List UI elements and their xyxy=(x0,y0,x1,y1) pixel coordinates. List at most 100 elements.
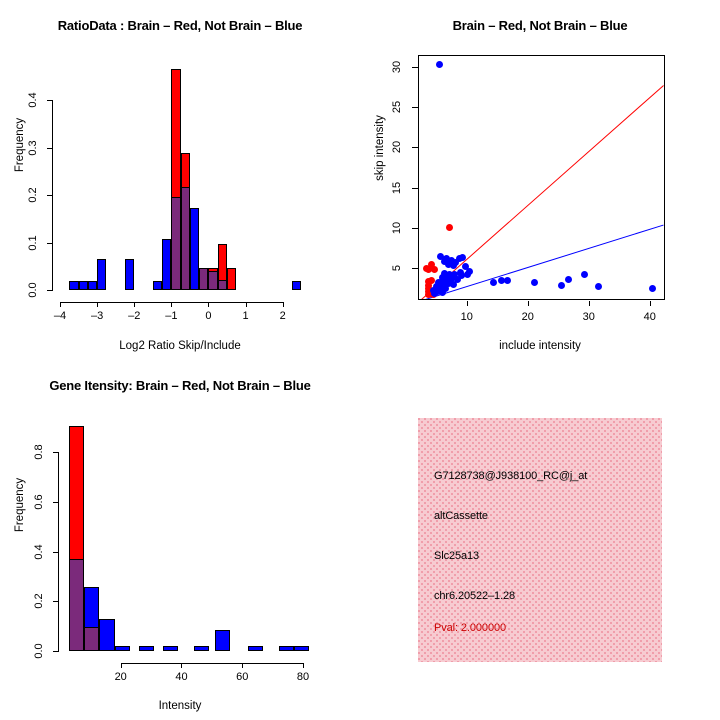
scatter-point-blue-24 xyxy=(445,279,453,287)
gene-symbol-label: Slc25a13 xyxy=(434,550,480,562)
scatter-point-blue-36 xyxy=(530,279,538,287)
y-tick-label-4: 25 xyxy=(391,101,403,114)
y-tick-0 xyxy=(47,290,53,291)
histogram-bar-overlap-8 xyxy=(180,186,190,290)
y-tick-1 xyxy=(47,242,53,244)
y-tick-5 xyxy=(412,67,418,69)
scatter-point-red-6 xyxy=(425,277,433,285)
histogram-bar-blue-9 xyxy=(278,646,294,651)
x-tick-4 xyxy=(208,302,210,307)
scatter-point-blue-15 xyxy=(450,271,458,279)
x-axis-line xyxy=(120,663,303,664)
y-tick-label-1: 10 xyxy=(391,221,403,234)
x-tick-label-0: –4 xyxy=(53,310,67,322)
scatter-point-blue-39 xyxy=(581,271,589,279)
scatter-frame xyxy=(418,55,665,300)
x-tick-0 xyxy=(120,663,122,668)
scatter-point-blue-19 xyxy=(443,274,451,282)
gene-histogram-xlabel: Intensity xyxy=(158,700,202,712)
y-tick-4 xyxy=(53,452,59,454)
gene-histogram-ylabel: Frequency xyxy=(14,477,26,533)
histogram-bar-blue-10 xyxy=(293,646,310,651)
x-tick-5 xyxy=(245,302,247,307)
histogram-bar-blue-5 xyxy=(163,646,179,651)
y-tick-2 xyxy=(47,195,53,196)
scatter-xlabel: include intensity xyxy=(499,340,581,352)
scatter-title: Brain – Red, Not Brain – Blue xyxy=(452,18,628,33)
scatter-point-blue-27 xyxy=(436,283,444,291)
y-tick-label-3: 20 xyxy=(391,141,403,154)
x-tick-1 xyxy=(97,302,99,307)
x-tick-label-3: 80 xyxy=(296,671,310,683)
y-tick-label-2: 0.2 xyxy=(27,187,39,203)
y-tick-4 xyxy=(412,107,418,109)
y-tick-3 xyxy=(53,501,59,503)
x-tick-3 xyxy=(303,663,304,668)
y-tick-0 xyxy=(412,267,418,269)
histogram-bar-blue-0 xyxy=(69,280,79,290)
histogram-bar-blue-2 xyxy=(99,618,115,651)
histogram-bar-blue-5 xyxy=(152,280,163,290)
scatter-point-blue-3 xyxy=(455,254,463,262)
x-tick-2 xyxy=(134,302,136,307)
scatter-point-red-1 xyxy=(427,260,435,268)
scatter-point-red-4 xyxy=(425,266,433,274)
y-tick-label-3: 0.3 xyxy=(27,139,39,156)
scatter-point-blue-5 xyxy=(440,257,448,265)
scatter-point-blue-4 xyxy=(459,254,467,262)
scatter-point-blue-28 xyxy=(441,284,449,292)
x-tick-3 xyxy=(171,302,173,307)
scatter-ylabel: skip intensity xyxy=(374,115,386,181)
scatter-point-blue-34 xyxy=(498,277,506,285)
ratio-histogram-ylabel: Frequency xyxy=(14,117,26,173)
info-panel: G7128738@J938100_RC@j_at altCassette Slc… xyxy=(360,360,720,720)
scatter-point-blue-22 xyxy=(435,278,443,286)
x-tick-label-0: 20 xyxy=(114,671,127,683)
y-tick-2 xyxy=(53,551,59,553)
histogram-bar-blue-4 xyxy=(124,259,135,290)
x-tick-label-1: 20 xyxy=(521,311,534,323)
histogram-bar-blue-8 xyxy=(248,646,264,651)
histogram-bar-overlap-10 xyxy=(199,268,209,290)
ratio-histogram-panel: RatioData : Brain – Red, Not Brain – Blu… xyxy=(0,0,360,360)
histogram-bar-overlap-0 xyxy=(69,559,85,651)
x-tick-label-1: 40 xyxy=(175,671,188,683)
y-tick-label-1: 0.2 xyxy=(33,593,45,609)
x-tick-label-2: 60 xyxy=(236,671,249,683)
event-type-label: altCassette xyxy=(434,510,488,522)
y-tick-4 xyxy=(47,100,53,101)
y-tick-label-4: 0.4 xyxy=(27,92,39,108)
scatter-point-blue-40 xyxy=(594,283,602,291)
scatter-point-blue-13 xyxy=(441,269,449,277)
scatter-point-blue-20 xyxy=(448,275,456,282)
scatter-point-blue-35 xyxy=(503,277,511,285)
y-tick-label-2: 15 xyxy=(391,181,403,194)
histogram-bar-blue-14 xyxy=(292,280,302,290)
scatter-point-blue-41 xyxy=(649,284,657,292)
x-tick-label-4: 0 xyxy=(205,310,212,322)
scatter-point-blue-18 xyxy=(438,273,446,281)
y-tick-1 xyxy=(53,601,59,603)
scatter-point-blue-38 xyxy=(564,275,572,283)
x-tick-3 xyxy=(649,301,651,306)
histogram-bar-blue-7 xyxy=(214,629,231,651)
scatter-point-blue-37 xyxy=(558,281,566,289)
x-tick-6 xyxy=(282,302,284,307)
y-tick-label-2: 0.4 xyxy=(33,544,45,560)
gene-histogram-title: Gene Itensity: Brain – Red, Not Brain – … xyxy=(49,378,311,393)
x-tick-label-3: –1 xyxy=(165,310,178,322)
histogram-bar-overlap-12 xyxy=(217,279,228,290)
y-tick-1 xyxy=(412,227,418,229)
histogram-bar-blue-6 xyxy=(162,238,172,290)
histogram-bar-blue-4 xyxy=(138,646,155,651)
histogram-bar-blue-3 xyxy=(114,646,130,651)
histogram-bar-blue-1 xyxy=(78,280,88,290)
scatter-point-red-3 xyxy=(431,265,439,273)
x-tick-2 xyxy=(242,663,244,668)
scatter-point-blue-8 xyxy=(444,260,452,268)
x-tick-0 xyxy=(60,302,61,307)
y-tick-label-5: 30 xyxy=(391,60,403,74)
scatter-point-blue-31 xyxy=(438,288,446,296)
histogram-bar-blue-6 xyxy=(193,646,209,651)
scatter-panel: Brain – Red, Not Brain – Blue skip inten… xyxy=(360,0,720,360)
